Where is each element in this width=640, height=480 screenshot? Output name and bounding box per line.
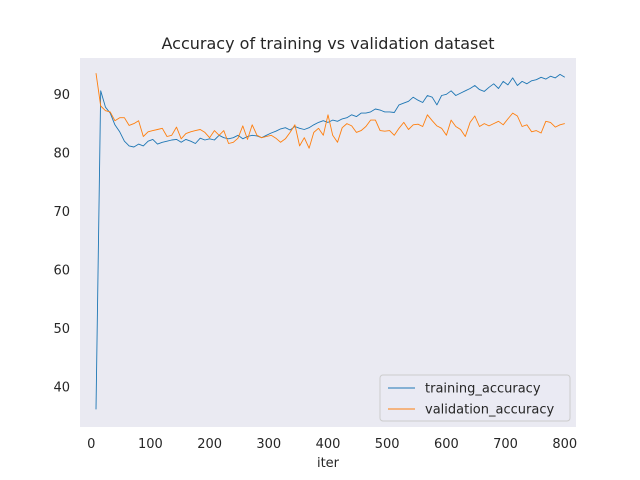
legend-label: validation_accuracy [425,403,554,418]
plot-area [80,58,576,427]
x-tick-label: 400 [316,437,341,452]
x-tick-label: 200 [197,437,222,452]
x-tick-label: 800 [552,437,577,452]
series-line-training-accuracy [95,73,566,410]
x-tick-label: 100 [138,437,163,452]
y-tick-label: 40 [53,381,70,396]
series-layer [95,73,566,410]
x-tick-label: 0 [87,437,95,452]
legend: training_accuracy validation_accuracy [379,374,571,422]
y-tick-label: 60 [53,264,70,279]
x-tick-label: 300 [256,437,281,452]
x-axis-ticks: 0 100 200 300 400 500 600 700 800 [87,437,577,452]
legend-box [379,374,571,422]
y-axis-ticks: 40 50 60 70 80 90 [53,88,70,396]
x-axis-label: iter [317,456,340,471]
y-tick-label: 70 [53,205,70,220]
chart-title: Accuracy of training vs validation datas… [162,34,495,53]
x-tick-label: 700 [493,437,518,452]
series-line-validation-accuracy [95,73,565,149]
y-tick-label: 50 [53,322,70,337]
legend-label: training_accuracy [425,382,541,397]
y-tick-label: 80 [53,146,70,161]
y-tick-label: 90 [53,88,70,103]
x-tick-label: 500 [375,437,400,452]
x-tick-label: 600 [434,437,459,452]
